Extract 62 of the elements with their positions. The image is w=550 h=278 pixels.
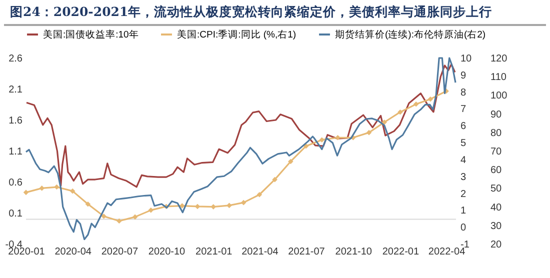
y3-tick-label: 30	[490, 220, 502, 232]
y2-tick-label: 1	[460, 206, 466, 217]
y-tick-label: 0.6	[8, 178, 23, 188]
point	[319, 137, 325, 142]
point	[413, 102, 419, 107]
x-tick-label: 2021-07	[288, 246, 326, 258]
y2-tick-label: 9	[460, 70, 466, 82]
point	[39, 186, 45, 191]
line-series	[26, 63, 456, 188]
y-tick-label: 2.6	[8, 54, 23, 64]
y2-tick-label: 2	[460, 188, 466, 200]
y3-tick-label: 60	[490, 165, 502, 176]
y2-tick-label: 0	[460, 222, 466, 234]
point	[398, 109, 403, 115]
chart-title: 图24：2020-2021年，流动性从极度宽松转向紧缩定价，美债利率与通胀同步上行	[4, 0, 546, 26]
point	[23, 190, 29, 196]
point	[428, 96, 434, 102]
y3-tick-label: 110	[490, 72, 507, 84]
y-tick-label: 0.1	[8, 208, 23, 220]
y2-tick-label: 3	[460, 172, 466, 183]
point	[85, 201, 91, 207]
y3-tick-label: 70	[490, 146, 502, 158]
x-tick-label: 2021-10	[335, 246, 372, 258]
x-tick-label: 2021-01	[196, 246, 233, 258]
y3-tick-label: 100	[490, 90, 508, 102]
y2-tick-label: 10	[460, 54, 472, 64]
point	[288, 158, 294, 164]
legend-label: 美国:CPI:季调:同比 (%,右1)	[177, 28, 296, 40]
point	[303, 143, 309, 149]
y3-tick-label: 20	[490, 240, 502, 250]
x-tick-label: 2022-01	[382, 246, 420, 258]
y-tick-label: 1.6	[8, 116, 23, 126]
point	[256, 192, 262, 198]
point	[132, 214, 138, 220]
y3-tick-label: 120	[490, 54, 508, 64]
y-tick-label: 2.1	[8, 84, 23, 96]
legend-label: 美国:国债收益率:10年	[43, 28, 139, 40]
point	[240, 200, 246, 206]
y3-tick-label: 80	[490, 128, 502, 139]
point	[101, 214, 106, 219]
x-tick-label: 2020-10	[148, 246, 186, 258]
point	[335, 134, 340, 140]
y-tick-label: 1.1	[8, 146, 23, 158]
y2-tick-label: 4	[460, 154, 466, 166]
y2-tick-label: 5	[460, 138, 466, 150]
point	[366, 130, 372, 136]
y2-tick-label: 8	[460, 87, 466, 98]
legend-label: 期货结算价(连续):布伦特原油(右2)	[335, 28, 486, 40]
y3-tick-label: 90	[490, 109, 502, 120]
point	[70, 188, 76, 194]
y2-tick-label: 7	[460, 104, 466, 116]
point	[148, 208, 154, 213]
y3-tick-label: 50	[490, 184, 502, 195]
y3-tick-label: 40	[490, 202, 502, 214]
point	[382, 120, 387, 125]
x-tick-label: 2022-04	[428, 246, 466, 258]
line-series	[25, 57, 456, 240]
x-tick-label: 2021-04	[242, 246, 279, 258]
x-tick-label: 2020-04	[54, 246, 92, 258]
point	[272, 176, 278, 182]
y2-tick-label: 6	[460, 121, 466, 132]
x-tick-label: 2020-07	[101, 246, 138, 258]
